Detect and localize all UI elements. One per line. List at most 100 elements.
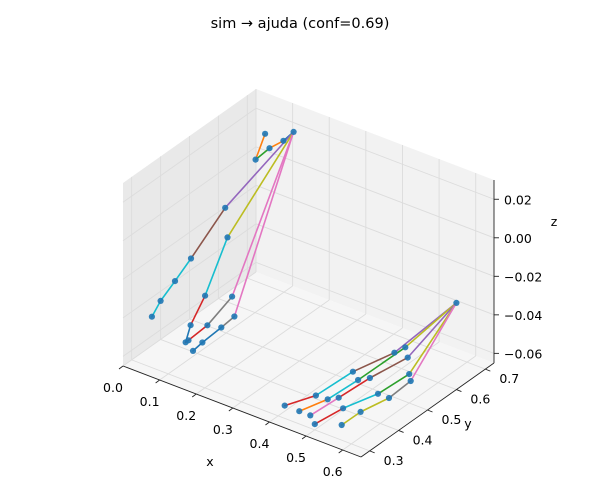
gridline-z-back	[255, 146, 495, 239]
x-tick-label: 0.4	[250, 436, 270, 451]
bone-line	[409, 302, 458, 382]
y-tick-mark	[398, 430, 404, 433]
joint-point	[222, 204, 229, 211]
y-tick-label: 0.4	[413, 432, 433, 447]
joint-point	[366, 374, 373, 382]
x-tick-mark	[118, 365, 124, 370]
joint-point	[338, 421, 345, 429]
joint-point	[374, 390, 382, 397]
y-axis-label: y	[464, 416, 472, 431]
joint-point	[229, 293, 236, 300]
bone-line	[313, 407, 344, 425]
joint-point	[262, 130, 269, 137]
bone-line	[189, 294, 206, 327]
x-tick-label: 0.3	[213, 422, 233, 437]
joint-point	[252, 156, 259, 163]
bone-line	[204, 236, 229, 297]
y-tick-label: 0.5	[442, 412, 462, 427]
joint-point	[335, 394, 342, 401]
joint-point	[187, 322, 194, 329]
bone-line	[283, 394, 317, 407]
bone-line	[174, 257, 192, 282]
joint-point	[218, 324, 225, 331]
joint-point	[407, 377, 414, 385]
bone-line	[206, 295, 233, 327]
gridline-z-side	[122, 184, 257, 280]
gridline-z-side	[122, 223, 257, 319]
chart-title: sim → ajuda (conf=0.69)	[211, 16, 390, 32]
gridline-y-floor	[189, 318, 428, 411]
bone-line	[388, 380, 412, 399]
bone-line	[369, 356, 409, 379]
x-tick-label: 0.0	[103, 380, 123, 395]
joint-point	[185, 337, 192, 344]
bone-line	[326, 379, 359, 401]
joint-point	[312, 392, 319, 399]
joint-point	[189, 347, 197, 354]
joint-point	[148, 313, 155, 320]
x-tick-mark	[301, 435, 307, 440]
gridline-z-back	[255, 107, 495, 200]
gridline-y-floor	[160, 339, 399, 431]
skeleton-joints	[148, 128, 460, 429]
joint-point	[171, 278, 179, 285]
joint-point	[281, 402, 288, 409]
bone-line	[233, 131, 295, 318]
joint-point	[307, 412, 314, 419]
joint-point	[296, 408, 303, 415]
x-tick-label: 0.5	[286, 450, 306, 465]
y-tick-label: 0.3	[384, 453, 404, 468]
gridline-y-floor	[218, 298, 457, 390]
axes-3d: 0.0 0.1 0.2 0.3 0.4 0.5 0.6 0.3 0.4 0.5 0.6 0.7 0.02…	[103, 89, 542, 479]
y-tick-mark	[485, 368, 491, 372]
x-tick-mark	[338, 449, 343, 454]
gridline-y-floor	[247, 277, 486, 370]
joint-point	[404, 354, 411, 361]
joint-point	[355, 376, 362, 384]
y-tick-label: 0.6	[470, 392, 490, 407]
x-axis-line	[122, 365, 362, 458]
bone-line	[254, 133, 266, 161]
joint-point	[391, 349, 398, 356]
bone-line	[201, 326, 223, 344]
joint-point	[453, 299, 460, 306]
joint-point	[199, 339, 206, 346]
gridline-z-side	[122, 146, 257, 242]
bone-line	[231, 131, 295, 298]
bone-line	[377, 373, 411, 395]
x-tick-label: 0.1	[140, 394, 160, 409]
bone-line	[298, 398, 329, 413]
joint-point	[266, 145, 273, 152]
x-tick-mark	[228, 407, 234, 412]
joint-point	[340, 405, 347, 412]
joint-point	[290, 128, 297, 135]
gridline-z-back	[255, 184, 495, 277]
bone-line	[352, 351, 396, 373]
joint-point	[204, 322, 211, 329]
bone-line	[309, 396, 340, 417]
bone-line	[226, 131, 295, 239]
bone-line	[224, 131, 295, 209]
y-tick-mark	[456, 389, 462, 392]
x-tick-mark	[191, 393, 197, 398]
z-tick-label: −0.06	[504, 346, 542, 361]
bone-line	[342, 392, 379, 410]
x-tick-mark	[265, 421, 270, 426]
bone-line	[190, 207, 226, 260]
joint-point	[357, 408, 364, 415]
bone-line	[359, 397, 390, 413]
bone-line	[315, 370, 354, 397]
y-tick-mark	[369, 450, 375, 454]
gridline-z-side	[122, 262, 257, 357]
bone-line	[187, 324, 209, 342]
bone-line	[406, 302, 458, 359]
back-pane	[256, 89, 494, 363]
gridline-z-back	[255, 223, 495, 316]
x-tick-label: 0.6	[323, 464, 343, 479]
x-axis-label: x	[206, 454, 213, 469]
y-tick-mark	[427, 409, 433, 413]
z-tick-label: −0.04	[504, 308, 542, 323]
joint-point	[280, 137, 287, 144]
gridline-z-side	[122, 107, 257, 203]
